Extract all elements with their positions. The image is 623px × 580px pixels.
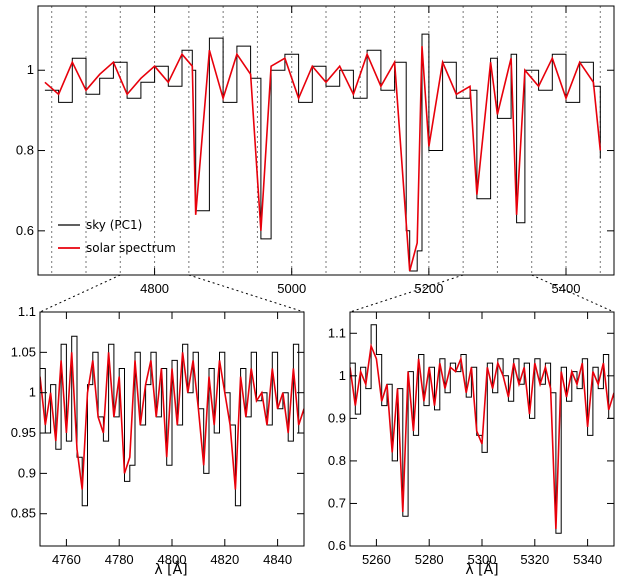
- y-tick-label: 1.1: [18, 304, 36, 319]
- x-tick-label: 5300: [468, 552, 497, 567]
- y-tick-label: 1.05: [11, 344, 36, 359]
- series-line-solar: [350, 342, 614, 530]
- bottom-right-plot-area: 0.6 0.7 0.8 0.9 1 1.1 5260 5280 5300 5320 5340: [328, 311, 615, 567]
- legend-label-sky: sky (PC1): [86, 218, 142, 232]
- y-tick-label: 1: [29, 385, 36, 400]
- zoom-connector-line: [531, 274, 615, 313]
- y-tick-label: 0.6: [328, 538, 346, 553]
- bottom-left-plot-area: 0.85 0.9 0.95 1 1.05 1.1 4760 4780 4800 4820 4840: [11, 304, 305, 567]
- y-tick-label: 1.1: [328, 325, 346, 340]
- series-line-solar: [44, 46, 602, 272]
- zoom-connectors: [39, 274, 615, 313]
- top-plot-area: 0.6 0.8 1 4800 5000 5200 5400: [16, 5, 615, 296]
- y-tick-label: 0.9: [328, 410, 346, 425]
- bottom-left-xlabel: λ [Å]: [154, 561, 187, 578]
- zoom-connector-line: [39, 274, 121, 313]
- y-tick-label: 0.85: [11, 506, 36, 521]
- x-tick-label: 5280: [415, 552, 444, 567]
- legend-label-solar: solar spectrum: [86, 241, 176, 255]
- plot-frame: [37, 5, 615, 276]
- series-line-sky: [44, 33, 601, 272]
- x-tick-label: 4800: [140, 281, 169, 296]
- x-tick-label: 5340: [573, 552, 602, 567]
- top-panel: 0.6 0.8 1 4800 5000 5200 5400 sky (PC1) solar …: [16, 5, 615, 296]
- x-tick-label: 5400: [552, 281, 581, 296]
- y-tick-label: 0.8: [328, 453, 346, 468]
- y-tick-label: 0.8: [16, 143, 34, 158]
- zoom-connector-line: [349, 274, 464, 313]
- y-tick-label: 1: [27, 62, 34, 77]
- y-tick-label: 0.9: [18, 465, 36, 480]
- plot-frame: [349, 311, 615, 547]
- series-line-solar: [40, 352, 304, 490]
- x-tick-label: 5260: [362, 552, 391, 567]
- legend: sky (PC1) solar spectrum: [58, 218, 176, 255]
- y-tick-label: 0.7: [328, 495, 346, 510]
- y-tick-label: 0.95: [11, 425, 36, 440]
- y-tick-label: 1: [339, 368, 346, 383]
- x-tick-label: 5000: [277, 281, 306, 296]
- y-tick-label: 0.6: [16, 223, 34, 238]
- bottom-right-xlabel: λ [Å]: [465, 561, 498, 578]
- x-tick-label: 4840: [263, 552, 292, 567]
- x-tick-label: 4820: [210, 552, 239, 567]
- x-tick-label: 5320: [520, 552, 549, 567]
- x-tick-label: 4800: [158, 552, 187, 567]
- zoom-connector-line: [188, 274, 305, 313]
- x-tick-label: 4780: [105, 552, 134, 567]
- x-tick-label: 4760: [52, 552, 81, 567]
- bottom-right-panel: 0.6 0.7 0.8 0.9 1 1.1 5260 5280 5300 5320 5340 λ […: [328, 311, 615, 578]
- series-line-sky: [40, 335, 304, 507]
- x-tick-label: 5200: [414, 281, 443, 296]
- series-line-sky: [350, 324, 614, 534]
